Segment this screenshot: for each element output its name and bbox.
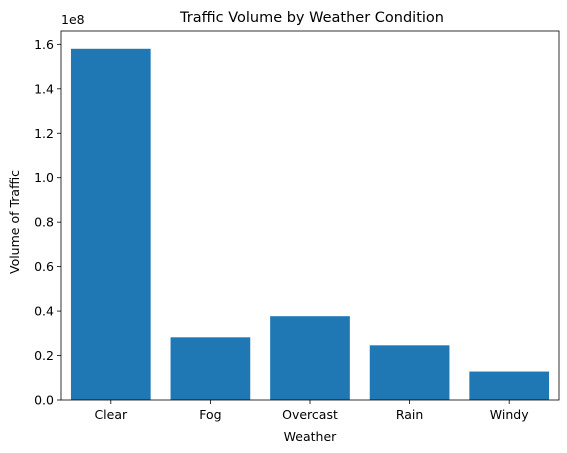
bar-rain [369,345,450,400]
y-tick-label-7: 1.4 [34,81,54,96]
x-tick-label-fog: Fog [199,407,221,422]
x-tick-label-overcast: Overcast [282,407,338,422]
y-tick-label-2: 0.4 [34,304,54,319]
bar-clear [70,48,151,400]
x-axis-label: Weather [284,429,337,444]
y-tick-label-1: 0.2 [34,348,54,363]
y-tick-label-4: 0.8 [34,215,54,230]
bar-overcast [270,316,350,400]
x-tick-label-clear: Clear [94,407,128,422]
plot-area: Clear Fog Overcast Rain Windy 0.0 0.2 0.4 0.6 0.8… [34,30,560,422]
y-tick-label-3: 0.6 [34,259,54,274]
plot-frame [60,30,560,401]
y-tick-label-6: 1.2 [34,126,54,141]
bar-fog [170,337,251,400]
y-offset-label: 1e8 [61,12,85,27]
y-tick-label-5: 1.0 [34,170,54,185]
y-axis-label: Volume of Traffic [7,170,22,274]
x-tick-label-windy: Windy [490,407,529,422]
x-tick-label-rain: Rain [396,407,423,422]
chart-title: Traffic Volume by Weather Condition [179,10,444,26]
y-tick-label-8: 1.6 [34,37,54,52]
bar-windy [469,371,550,400]
y-tick-label-0: 0.0 [34,393,54,408]
